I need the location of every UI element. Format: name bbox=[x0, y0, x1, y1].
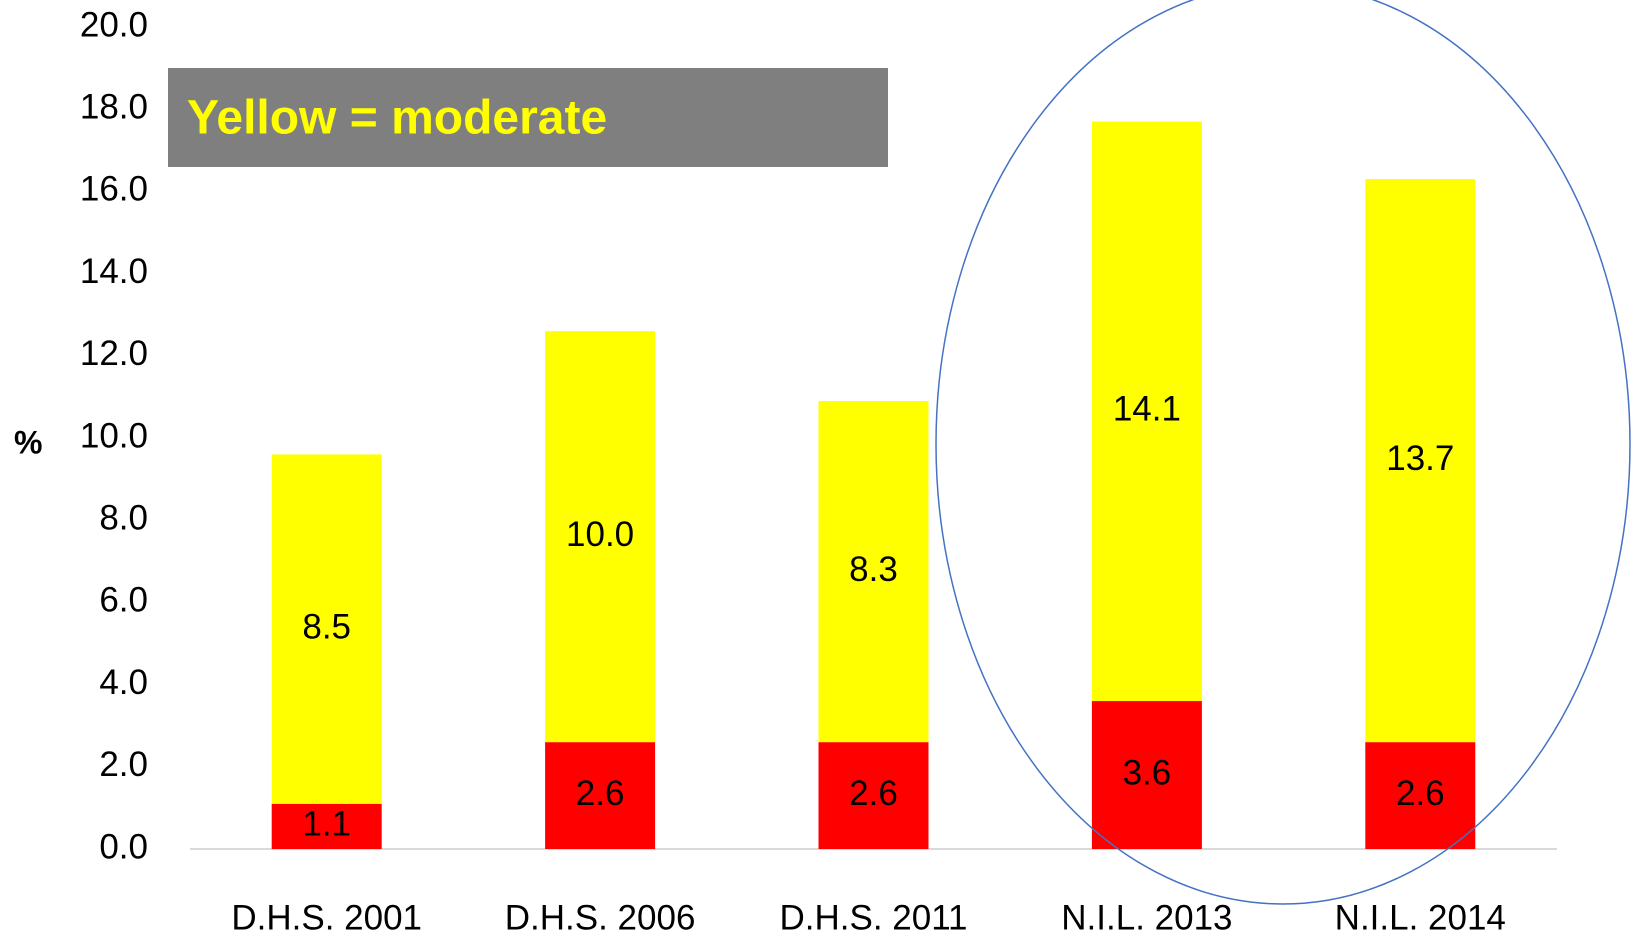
x-tick-label: D.H.S. 2011 bbox=[779, 898, 967, 937]
y-tick-label: 8.0 bbox=[99, 498, 148, 537]
bar-segment bbox=[818, 401, 929, 743]
y-tick-label: 16.0 bbox=[80, 170, 148, 209]
bar-segment bbox=[271, 803, 382, 849]
data-label: 2.6 bbox=[849, 774, 898, 813]
y-tick-label: 10.0 bbox=[80, 416, 148, 455]
bar-segment bbox=[1365, 742, 1476, 849]
y-axis-label: % bbox=[14, 424, 42, 460]
x-tick-label: N.I.L. 2013 bbox=[1061, 898, 1232, 937]
y-tick-label: 12.0 bbox=[80, 334, 148, 373]
y-tick-label: 18.0 bbox=[80, 87, 148, 126]
highlight-ellipse bbox=[935, 0, 1631, 905]
bar-segment bbox=[271, 454, 382, 804]
annotation-box bbox=[168, 68, 888, 167]
data-label: 2.6 bbox=[576, 774, 625, 813]
y-tick-label: 20.0 bbox=[80, 5, 148, 44]
bar-segment bbox=[1365, 179, 1476, 743]
data-label: 3.6 bbox=[1123, 753, 1172, 792]
bar-segment bbox=[1091, 121, 1202, 702]
bar-segment bbox=[545, 742, 656, 849]
data-label: 13.7 bbox=[1386, 439, 1454, 478]
x-tick-label: D.H.S. 2006 bbox=[505, 898, 696, 937]
y-tick-label: 6.0 bbox=[99, 581, 148, 620]
y-tick-label: 0.0 bbox=[99, 827, 148, 866]
bar-segment bbox=[1091, 701, 1202, 849]
data-label: 8.5 bbox=[302, 607, 351, 646]
data-label: 2.6 bbox=[1396, 774, 1445, 813]
bar-segment bbox=[818, 742, 929, 849]
data-label: 10.0 bbox=[566, 515, 634, 554]
y-tick-label: 2.0 bbox=[99, 745, 148, 784]
y-tick-label: 14.0 bbox=[80, 252, 148, 291]
bar-segment bbox=[545, 331, 656, 743]
x-tick-label: D.H.S. 2001 bbox=[231, 898, 422, 937]
data-label: 1.1 bbox=[302, 805, 351, 844]
x-tick-label: N.I.L. 2014 bbox=[1335, 898, 1506, 937]
annotation: Yellow = moderate bbox=[187, 92, 607, 145]
data-label: 8.3 bbox=[849, 550, 898, 589]
data-label: 14.1 bbox=[1113, 390, 1181, 429]
y-tick-label: 4.0 bbox=[99, 663, 148, 702]
